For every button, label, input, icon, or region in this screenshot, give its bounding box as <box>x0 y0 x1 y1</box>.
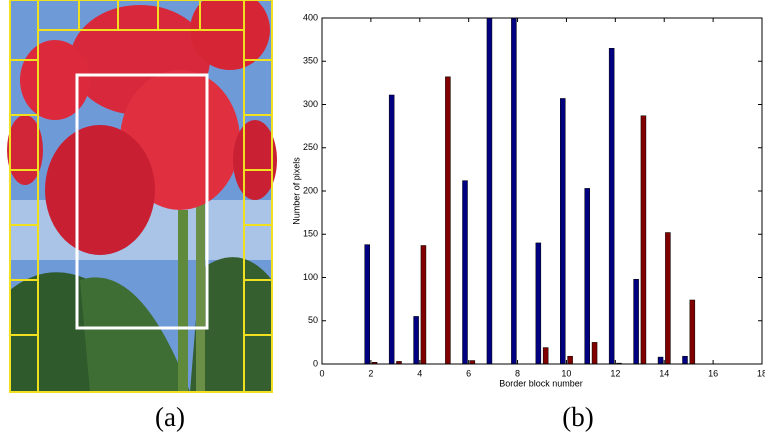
bar <box>445 76 451 365</box>
x-tick-label: 14 <box>659 368 669 378</box>
y-tick-label: 250 <box>303 142 318 152</box>
y-tick-label: 300 <box>303 99 318 109</box>
bar <box>535 242 542 365</box>
y-tick-label: 0 <box>313 358 318 368</box>
caption: (a) <box>155 402 185 432</box>
photo <box>7 0 277 393</box>
bar <box>657 356 664 365</box>
bar <box>567 355 573 365</box>
bar <box>560 98 566 365</box>
x-tick-label: 4 <box>417 368 422 378</box>
bar <box>511 17 517 365</box>
y-tick-label: 400 <box>303 12 318 22</box>
x-tick-label: 12 <box>610 368 620 378</box>
plot-frame <box>321 17 763 365</box>
bar <box>608 48 615 365</box>
caption: (b) <box>562 402 593 432</box>
y-tick-label: 100 <box>303 272 318 282</box>
bar <box>364 244 370 365</box>
y-tick-label: 200 <box>303 185 318 195</box>
x-tick-label: 0 <box>319 368 324 378</box>
bar <box>640 115 647 365</box>
bar <box>682 355 688 365</box>
x-tick-label: 16 <box>708 368 718 378</box>
bar <box>689 299 696 365</box>
bar <box>633 278 639 365</box>
y-axis-label: Number of pixels <box>291 157 301 225</box>
bar <box>591 342 598 365</box>
x-tick-label: 8 <box>515 368 520 378</box>
bar <box>388 94 395 365</box>
bar <box>665 232 671 365</box>
y-tick-label: 150 <box>303 229 318 239</box>
x-axis-label: Border block number <box>499 378 583 388</box>
bar <box>469 360 476 365</box>
bar <box>486 17 493 365</box>
bar <box>584 188 590 365</box>
x-tick-label: 10 <box>561 368 571 378</box>
bar <box>462 180 468 365</box>
y-tick-label: 50 <box>308 315 318 325</box>
x-tick-label: 6 <box>466 368 471 378</box>
y-tick-label: 350 <box>303 56 318 66</box>
x-tick-label: 18 <box>757 368 765 378</box>
bar <box>420 245 427 365</box>
bar <box>413 316 419 365</box>
x-tick-label: 2 <box>368 368 373 378</box>
bar <box>542 347 549 365</box>
